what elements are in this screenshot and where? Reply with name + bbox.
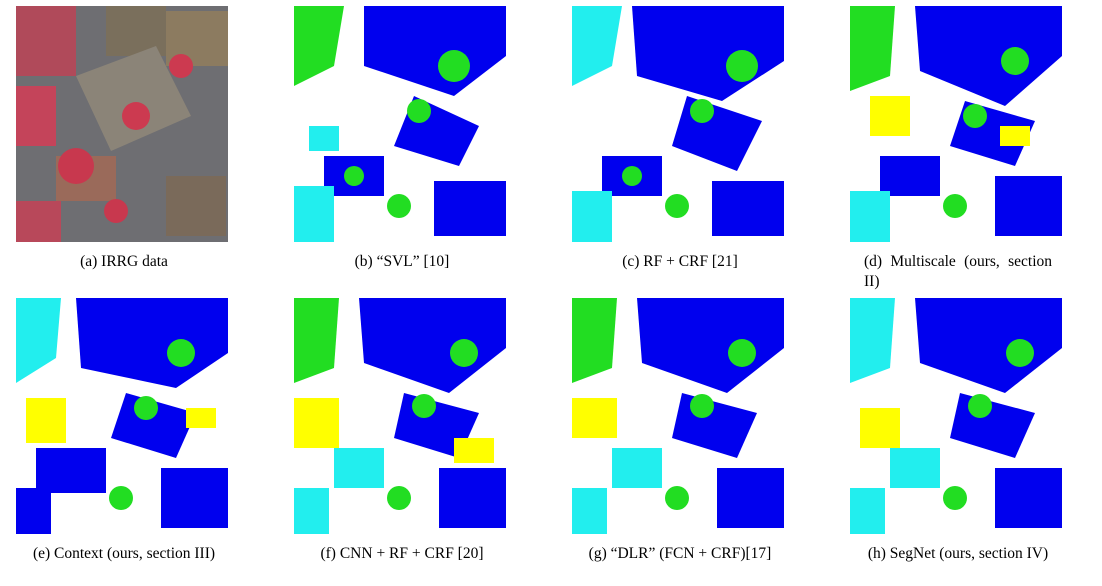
caption-g: (g) “DLR” (FCN + CRF)[17] (588, 545, 772, 562)
caption-c: (c) RF + CRF [21] (622, 253, 738, 270)
panel-h: (h) SegNet (ours, section IV) (834, 298, 1082, 586)
caption-f: (f) CNN + RF + CRF [20] (320, 545, 484, 562)
segmentation-map-e (16, 298, 228, 534)
segmentation-map-f (294, 298, 506, 534)
segmentation-map-c (572, 6, 784, 242)
panel-e: (e) Context (ours, section III) (0, 298, 248, 586)
panel-c: (c) RF + CRF [21] (556, 6, 804, 294)
panel-f: (f) CNN + RF + CRF [20] (278, 298, 526, 586)
segmentation-map-g (572, 298, 784, 534)
panel-d: (d) Multiscale (ours, section II) (834, 6, 1082, 294)
panel-b: (b) “SVL” [10] (278, 6, 526, 294)
segmentation-map-d (850, 6, 1062, 242)
segmentation-map-b (294, 6, 506, 242)
caption-h: (h) SegNet (ours, section IV) (867, 545, 1049, 562)
caption-e: (e) Context (ours, section III) (32, 545, 216, 562)
caption-d: (d) Multiscale (ours, section II) (864, 253, 1052, 290)
segmentation-map-h (850, 298, 1062, 534)
irrg-image (16, 6, 228, 242)
panel-a: (a) IRRG data (0, 6, 248, 294)
caption-a: (a) IRRG data (80, 253, 168, 270)
panel-g: (g) “DLR” (FCN + CRF)[17] (556, 298, 804, 586)
caption-b: (b) “SVL” [10] (354, 253, 450, 270)
